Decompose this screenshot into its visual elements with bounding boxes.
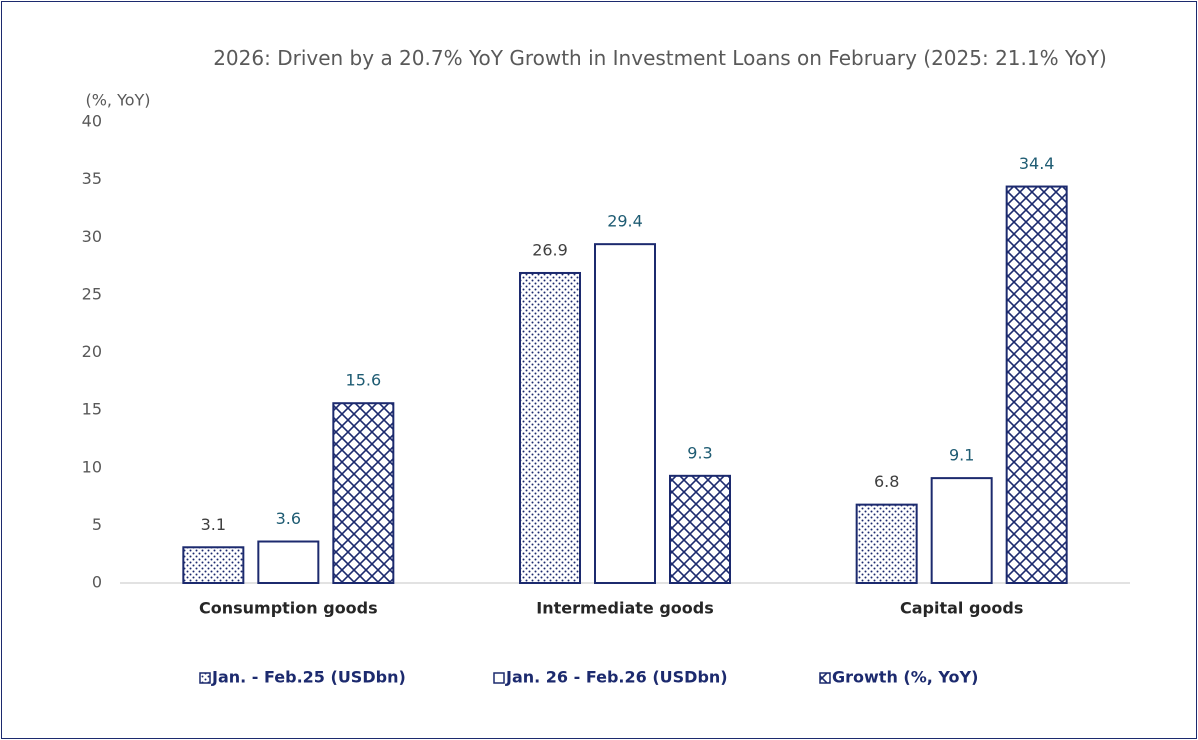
bar — [930, 477, 993, 584]
legend-swatch — [199, 672, 211, 684]
y-tick-label: 40 — [82, 112, 102, 131]
data-label: 3.6 — [276, 509, 301, 528]
x-tick-label: Intermediate goods — [536, 599, 713, 618]
y-tick-label: 0 — [92, 573, 102, 592]
bar — [519, 271, 581, 584]
data-label: 34.4 — [1019, 154, 1055, 173]
y-tick-label: 10 — [82, 457, 102, 476]
data-label: 9.3 — [687, 443, 712, 462]
data-label: 29.4 — [607, 212, 643, 231]
legend-label: Jan. 26 - Feb.26 (USDbn) — [505, 668, 728, 687]
y-tick-label: 30 — [82, 227, 102, 246]
y-tick-label: 35 — [82, 169, 102, 188]
chart-title: 2026: Driven by a 20.7% YoY Growth in In… — [213, 46, 1107, 70]
y-axis-label: (%, YoY) — [85, 91, 150, 110]
x-tick-label: Consumption goods — [199, 599, 378, 618]
y-tick-label: 20 — [82, 342, 102, 361]
x-tick-label: Capital goods — [900, 599, 1023, 618]
bar — [669, 474, 731, 585]
legend-label: Jan. - Feb.25 (USDbn) — [211, 668, 406, 687]
data-label: 3.1 — [201, 515, 226, 534]
data-label: 15.6 — [346, 371, 382, 390]
bar — [332, 402, 395, 584]
legend-label: Growth (%, YoY) — [832, 668, 978, 687]
legend-swatch — [493, 672, 505, 684]
y-tick-label: 5 — [92, 515, 102, 534]
bar — [257, 540, 320, 585]
y-tick-label: 15 — [82, 400, 102, 419]
bar — [1005, 185, 1068, 584]
bar — [594, 243, 656, 584]
y-tick-label: 25 — [82, 284, 102, 303]
data-label: 9.1 — [949, 446, 974, 465]
bar — [182, 546, 245, 585]
bar — [855, 503, 918, 585]
data-label: 26.9 — [532, 240, 568, 259]
data-label: 6.8 — [874, 472, 899, 491]
legend-swatch — [819, 672, 831, 684]
